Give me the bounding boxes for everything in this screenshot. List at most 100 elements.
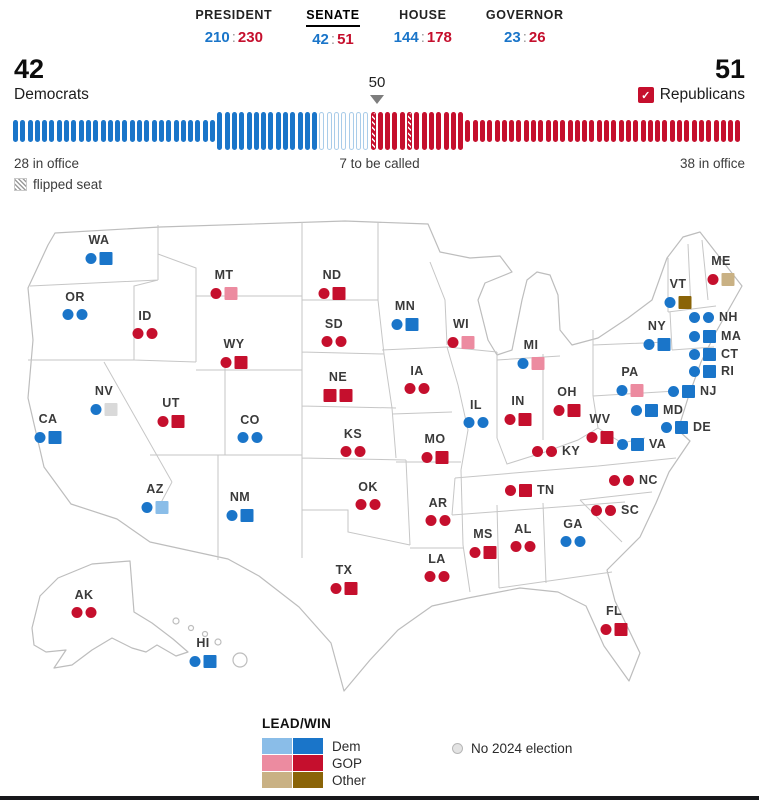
nav-tab-score: 144:178	[393, 29, 452, 46]
state-markers	[62, 308, 88, 320]
state-markers	[707, 272, 735, 286]
state-ri[interactable]: RI	[689, 365, 734, 378]
state-ct[interactable]: CT	[689, 348, 738, 361]
state-ak[interactable]: AK	[71, 589, 97, 618]
state-nd[interactable]: ND	[318, 269, 346, 300]
state-ca[interactable]: CA	[34, 413, 62, 444]
state-ut[interactable]: UT	[157, 397, 185, 428]
incumbent-gop-icon	[318, 287, 330, 299]
state-nm[interactable]: NM	[226, 491, 254, 522]
state-ia[interactable]: IA	[404, 365, 430, 394]
state-or[interactable]: OR	[62, 291, 88, 320]
seat-pill-gop-office	[472, 120, 478, 142]
state-nj[interactable]: NJ	[668, 385, 717, 398]
race-result-gop-lead-icon	[531, 356, 545, 370]
state-oh[interactable]: OH	[553, 386, 581, 417]
seat-pill-dem-office	[13, 120, 18, 142]
state-label: DE	[693, 420, 712, 435]
state-id[interactable]: ID	[132, 309, 158, 339]
state-tn[interactable]: TN	[505, 484, 554, 497]
nav-tab-score: 23:26	[504, 29, 546, 46]
state-label: WV	[589, 412, 611, 426]
nav-tab-senate[interactable]: SENATE 42:51	[306, 6, 360, 48]
state-label: AR	[428, 496, 448, 510]
nav-tab-president[interactable]: PRESIDENT 210:230	[195, 6, 272, 48]
state-ny[interactable]: NY	[643, 320, 671, 351]
state-ar[interactable]: AR	[425, 496, 451, 526]
state-ma[interactable]: MA	[689, 330, 741, 343]
state-label: ID	[138, 309, 152, 323]
state-label: NV	[94, 384, 114, 398]
race-result-dem-icon	[645, 404, 658, 417]
incumbent-dem-icon	[62, 308, 74, 320]
nav-tab-house[interactable]: HOUSE 144:178	[394, 6, 452, 48]
state-wy[interactable]: WY	[220, 338, 248, 369]
state-markers	[505, 484, 532, 497]
state-sd[interactable]: SD	[321, 318, 347, 347]
dem-in-office-note: 28 in office	[14, 156, 80, 171]
state-sc[interactable]: SC	[591, 504, 639, 517]
state-de[interactable]: DE	[661, 421, 711, 434]
seat-pill-dem-win	[268, 112, 274, 150]
state-ky[interactable]: KY	[532, 445, 580, 458]
state-markers	[220, 355, 248, 369]
state-nh[interactable]: NH	[689, 311, 738, 324]
state-pa[interactable]: PA	[616, 365, 644, 397]
state-ks[interactable]: KS	[340, 428, 366, 457]
state-wi[interactable]: WI	[447, 318, 475, 349]
section-divider-bar	[0, 796, 759, 800]
state-wa[interactable]: WA	[85, 234, 113, 265]
state-label: MD	[663, 403, 684, 418]
seat-pill-dem-office	[158, 120, 164, 142]
state-mn[interactable]: MN	[391, 300, 419, 331]
incumbent-dem-icon	[689, 311, 700, 323]
state-nc[interactable]: NC	[609, 474, 658, 487]
state-al[interactable]: AL	[510, 523, 536, 552]
race-result-tbd-icon	[104, 402, 118, 416]
nav-tab-governor[interactable]: GOVERNOR 23:26	[486, 6, 564, 48]
nav-tab-label: HOUSE	[399, 8, 447, 22]
seat-pill-dem-office	[202, 120, 208, 142]
seat-pill-dem-office	[151, 120, 157, 142]
lead-win-legend: LEAD/WIN Dem GOP Other	[262, 716, 366, 789]
seat-pill-gop-office	[523, 120, 529, 142]
incumbent-dem-icon	[689, 349, 700, 360]
seat-pill-gop-office	[735, 120, 741, 142]
seat-pill-gop-office	[706, 120, 712, 142]
state-la[interactable]: LA	[424, 553, 450, 582]
race-nav: PRESIDENT 210:230 SENATE 42:51 HOUSE 144:178 G…	[0, 6, 759, 48]
seat-pill-dem-office	[137, 120, 143, 142]
no-election-dot-icon	[452, 743, 463, 754]
seat-pill-uncalled	[319, 112, 325, 150]
state-co[interactable]: CO	[237, 414, 263, 443]
state-va[interactable]: VA	[617, 438, 666, 451]
state-label: HI	[196, 636, 210, 650]
state-ga[interactable]: GA	[560, 518, 586, 547]
seat-pill-gop-office	[633, 120, 639, 142]
state-az[interactable]: AZ	[141, 483, 169, 514]
state-mo[interactable]: MO	[421, 433, 449, 464]
state-in[interactable]: IN	[504, 395, 532, 426]
state-ms[interactable]: MS	[469, 528, 497, 559]
seat-pill-gop-office	[684, 120, 690, 142]
state-mt[interactable]: MT	[210, 269, 238, 300]
seat-pill-gop-office	[618, 120, 624, 142]
state-mi[interactable]: MI	[517, 339, 545, 370]
state-nv[interactable]: NV	[90, 384, 118, 416]
state-label: ME	[711, 254, 731, 268]
seat-pill-dem-office	[20, 120, 26, 142]
incumbent-gop-icon	[421, 451, 433, 463]
state-wv[interactable]: WV	[586, 412, 614, 444]
state-il[interactable]: IL	[463, 399, 489, 428]
state-hi[interactable]: HI	[189, 636, 217, 668]
state-md[interactable]: MD	[631, 404, 683, 417]
state-ok[interactable]: OK	[355, 481, 381, 510]
to-be-called-note: 7 to be called	[339, 156, 420, 171]
state-ne[interactable]: NE	[323, 371, 353, 402]
state-fl[interactable]: FL	[600, 605, 628, 636]
state-tx[interactable]: TX	[330, 564, 358, 595]
seat-pill-dem-win	[297, 112, 303, 150]
state-vt[interactable]: VT	[664, 278, 692, 309]
state-label: PA	[621, 365, 639, 379]
state-me[interactable]: ME	[707, 254, 735, 286]
